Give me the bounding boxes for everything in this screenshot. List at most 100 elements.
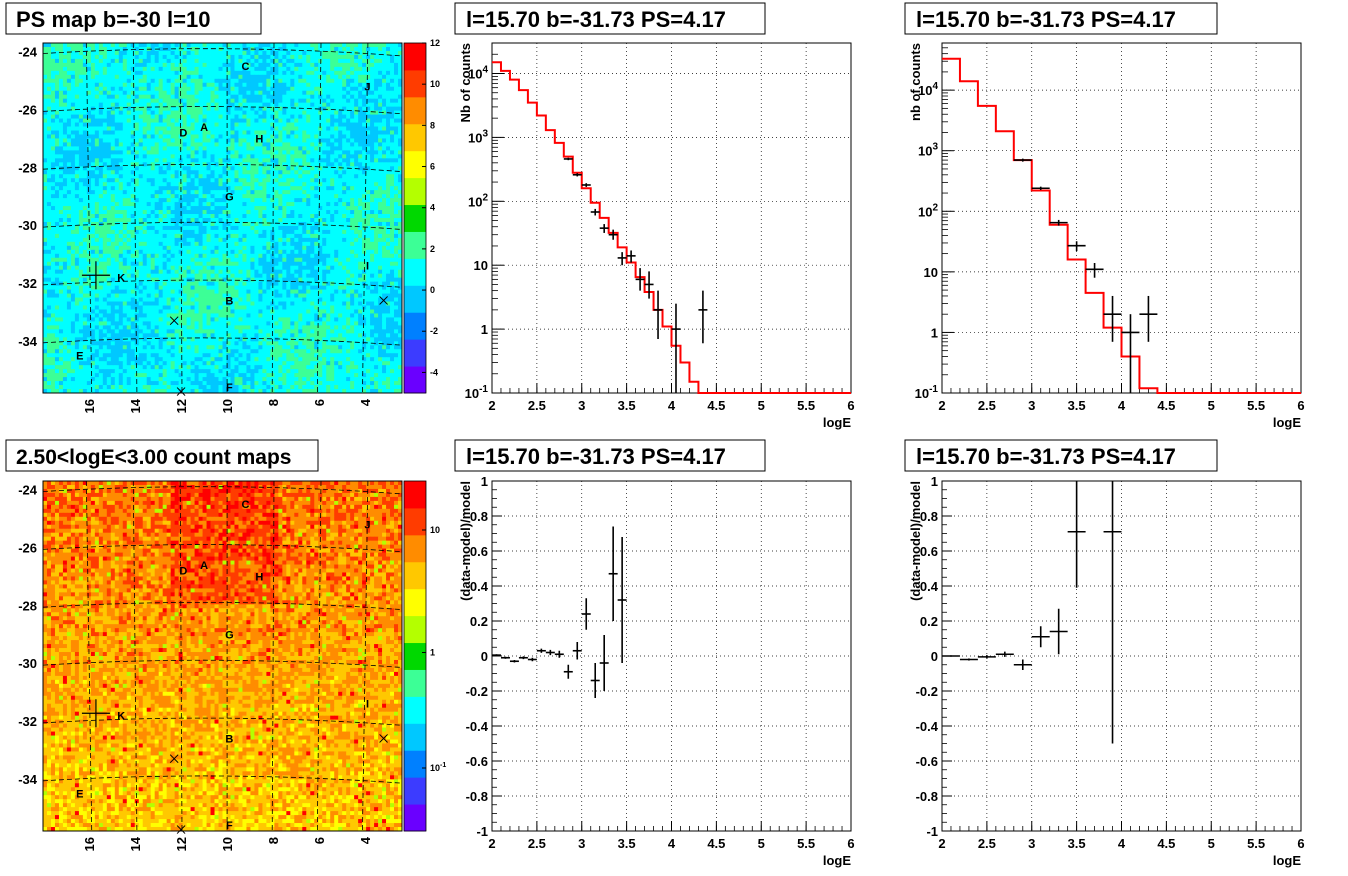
color-bar: 10-1 1 10 [403, 480, 446, 832]
map-x-tick-label: 12 [174, 399, 189, 413]
map-grid-meridian [85, 42, 93, 394]
color-bar-tick-label: 1 [430, 648, 435, 658]
color-bar-frame [403, 480, 427, 832]
data-point [509, 660, 519, 663]
data-point [563, 664, 573, 679]
map-grid-meridian [179, 42, 183, 394]
data-point [617, 252, 627, 266]
residual-left-panel: 2 2.5 3 3.5 4 4.5 5 5.5 6 logE -1 -0.8 -0.6 -0.4 -0.2 0… [458, 474, 855, 868]
map-grid-parallel [42, 106, 403, 115]
color-bar-segment [404, 43, 426, 71]
source-x-marker [379, 296, 388, 305]
color-bar-segment [404, 285, 426, 313]
data-point [527, 657, 537, 662]
y-tick-label: 1 [931, 474, 938, 489]
x-tick-label: 5 [758, 836, 765, 851]
y-axis-label: Nb of counts [458, 43, 473, 122]
y-tick-label: 104 [918, 81, 938, 98]
y-tick-label: -0.8 [466, 789, 488, 804]
data-point [644, 271, 654, 299]
color-bar-segment [404, 312, 426, 340]
x-axis-label: logE [823, 415, 851, 430]
data-point [653, 290, 663, 339]
x-tick-label: 2 [938, 836, 945, 851]
data-point [1085, 263, 1104, 278]
spectrum-right-panel: 2 2.5 3 3.5 4 4.5 5 5.5 6 logE 10-1 1 10 102 103 104nb … [908, 42, 1305, 430]
y-tick-label: 104 [468, 64, 488, 81]
color-bar-segment [404, 481, 426, 509]
y-tick-label: 0.6 [470, 544, 488, 559]
map-grid-meridian [132, 480, 138, 832]
map-grid-meridian [362, 480, 369, 832]
map-x-tick-label: 12 [174, 837, 189, 851]
map-source-label: C [242, 61, 250, 73]
data-points [563, 157, 708, 393]
color-bar-segment [404, 123, 426, 152]
data-point [617, 537, 627, 663]
data-point [563, 157, 573, 161]
map-source-label: D [179, 128, 187, 140]
data-point [1139, 295, 1158, 342]
y-tick-label: 1 [931, 325, 938, 340]
map-source-label: K [117, 710, 125, 722]
title-map-ps: PS map b=-30 l=10 [16, 7, 210, 32]
map-source-label: C [242, 499, 250, 511]
x-tick-label: 6 [1297, 836, 1304, 851]
data-point [1049, 219, 1068, 226]
color-bar: -4 -2 0 2 4 6 8 10 12 [403, 38, 440, 394]
x-tick-label: 5 [1208, 398, 1215, 413]
residual-right-panel: 2 2.5 3 3.5 4 4.5 5 5.5 6 logE -1 -0.8 -0.6 -0.4 -0.2 0… [908, 474, 1305, 868]
color-bar-segment [404, 69, 426, 98]
x-tick-label: 3 [578, 398, 585, 413]
y-axis-label: nb of counts [908, 43, 923, 121]
map-source-label: G [225, 629, 234, 641]
data-point [500, 656, 510, 659]
data-point [977, 655, 996, 659]
x-tick-label: 5 [1208, 836, 1215, 851]
data-point [698, 290, 708, 344]
target-cross-marker [81, 261, 110, 290]
color-bar-segment [404, 150, 426, 179]
color-bar-segment [404, 723, 426, 751]
data-point [1049, 608, 1068, 655]
x-tick-label: 4.5 [707, 398, 725, 413]
x-tick-label: 3.5 [618, 398, 636, 413]
source-x-marker [176, 825, 186, 834]
map-source-label: H [255, 133, 263, 145]
data-point [572, 642, 582, 660]
map-grid-meridian [132, 42, 138, 394]
map-frame [42, 42, 403, 394]
data-point [581, 598, 591, 630]
y-tick-label: 1 [481, 474, 488, 489]
map-source-label: A [200, 122, 208, 134]
y-tick-label: 103 [918, 142, 938, 159]
color-bar-segment [404, 561, 426, 590]
map-grid-parallel [42, 775, 403, 784]
x-tick-label: 5.5 [1247, 398, 1265, 413]
data-point [608, 526, 618, 621]
map-grid-parallel [42, 279, 403, 288]
color-bar-segment [404, 96, 426, 125]
data-point [608, 229, 618, 240]
map-grid-parallel [42, 48, 403, 57]
x-tick-label: 2.5 [528, 398, 546, 413]
y-tick-label: 10-1 [465, 384, 489, 401]
y-tick-label: 0.8 [470, 509, 488, 524]
color-bar-segment [404, 696, 426, 724]
map-grid-parallel [42, 164, 403, 172]
y-tick-label: -1 [926, 824, 938, 839]
x-tick-label: 2 [488, 836, 495, 851]
y-tick-label: -0.8 [916, 789, 938, 804]
y-tick-label: 0.6 [920, 544, 938, 559]
title-spec-right: l=15.70 b=-31.73 PS=4.17 [916, 7, 1176, 32]
x-tick-label: 2.5 [978, 398, 996, 413]
x-tick-label: 3 [1028, 836, 1035, 851]
color-bar-tick-label: 10-1 [430, 762, 446, 773]
x-tick-label: 3.5 [1068, 836, 1086, 851]
map-x-tick-label: 6 [312, 837, 327, 844]
map-y-tick-label: -30 [18, 656, 37, 671]
y-tick-label: 0 [931, 649, 938, 664]
map-source-label: A [200, 560, 208, 572]
